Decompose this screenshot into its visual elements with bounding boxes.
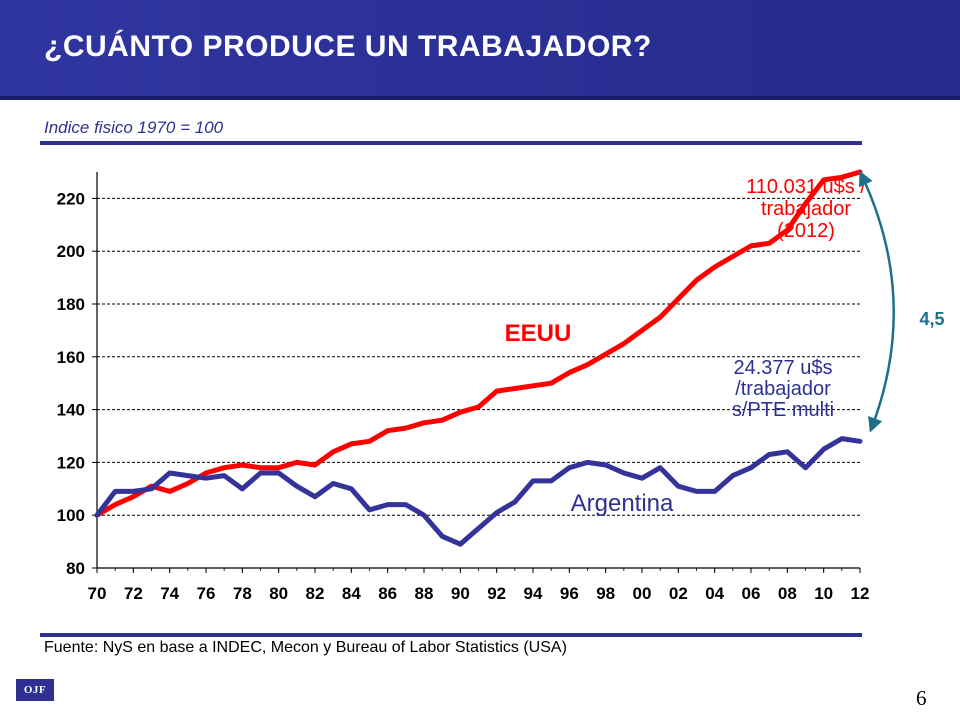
eeuu-value-annotation: (2012) xyxy=(777,220,835,242)
y-tick-label: 180 xyxy=(57,295,85,314)
eeuu-value-annotation: trabajador xyxy=(761,198,851,220)
argentina-series-line xyxy=(94,436,863,547)
y-tick-label: 140 xyxy=(57,401,85,420)
y-tick-label: 220 xyxy=(57,189,85,208)
ratio-label: 4,5 xyxy=(919,309,944,329)
argentina-value-annotation: s/PTE multi xyxy=(732,399,834,421)
x-tick-label: 12 xyxy=(851,584,870,603)
ojf-logo: OJF xyxy=(16,679,54,701)
x-tick-label: 92 xyxy=(487,584,506,603)
x-tick-label: 70 xyxy=(88,584,107,603)
eeuu-series-line xyxy=(94,169,863,518)
x-tick-label: 10 xyxy=(814,584,833,603)
x-tick-label: 88 xyxy=(415,584,434,603)
y-tick-label: 100 xyxy=(57,506,85,525)
x-tick-label: 90 xyxy=(451,584,470,603)
title-bar: ¿CUÁNTO PRODUCE UN TRABAJADOR? xyxy=(0,0,960,100)
page-title: ¿CUÁNTO PRODUCE UN TRABAJADOR? xyxy=(44,30,652,63)
x-tick-label: 80 xyxy=(269,584,288,603)
eeuu-series-label: EEUU xyxy=(505,320,572,347)
y-tick-label: 80 xyxy=(66,559,85,578)
x-tick-label: 94 xyxy=(524,584,543,603)
y-tick-label: 200 xyxy=(57,242,85,261)
ratio-arrow xyxy=(859,170,895,433)
x-tick-label: 86 xyxy=(378,584,397,603)
eeuu-value-annotation: 110.031 u$s / xyxy=(746,176,866,198)
chart-subtitle: Indice fisico 1970 = 100 xyxy=(44,118,224,137)
argentina-series-label: Argentina xyxy=(571,490,674,517)
x-tick-label: 04 xyxy=(705,584,724,603)
source-note: Fuente: NyS en base a INDEC, Mecon y Bur… xyxy=(44,639,567,656)
argentina-value-annotation: 24.377 u$s xyxy=(734,357,833,379)
top-rule xyxy=(40,141,862,145)
page-number: 6 xyxy=(916,686,927,710)
x-tick-label: 08 xyxy=(778,584,797,603)
x-tick-label: 76 xyxy=(197,584,216,603)
x-tick-label: 00 xyxy=(633,584,652,603)
bottom-rule xyxy=(40,633,862,637)
x-tick-label: 02 xyxy=(669,584,688,603)
argentina-value-annotation: /trabajador xyxy=(735,378,831,400)
y-tick-label: 120 xyxy=(57,453,85,472)
x-tick-label: 78 xyxy=(233,584,252,603)
x-tick-label: 96 xyxy=(560,584,579,603)
x-tick-label: 82 xyxy=(306,584,325,603)
x-tick-label: 84 xyxy=(342,584,361,603)
x-tick-label: 98 xyxy=(596,584,615,603)
x-tick-label: 06 xyxy=(742,584,761,603)
x-tick-label: 72 xyxy=(124,584,143,603)
x-tick-label: 74 xyxy=(160,584,179,603)
y-tick-label: 160 xyxy=(57,348,85,367)
